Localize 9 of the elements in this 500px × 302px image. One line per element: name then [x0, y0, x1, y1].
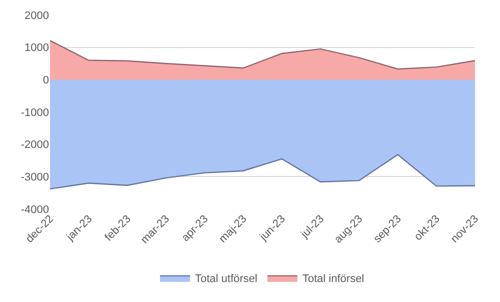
y-tick-label: -4000: [20, 204, 49, 216]
y-tick-label: -3000: [20, 172, 49, 184]
y-tick-label: -1000: [20, 106, 49, 119]
y-tick-label: 1000: [24, 42, 49, 54]
y-tick-label: 2000: [24, 10, 49, 22]
legend-label: Total utförsel: [195, 273, 258, 286]
y-tick-label: -2000: [20, 139, 49, 152]
y-tick-label: 0: [42, 74, 49, 87]
legend-label: Total införsel: [302, 273, 364, 286]
